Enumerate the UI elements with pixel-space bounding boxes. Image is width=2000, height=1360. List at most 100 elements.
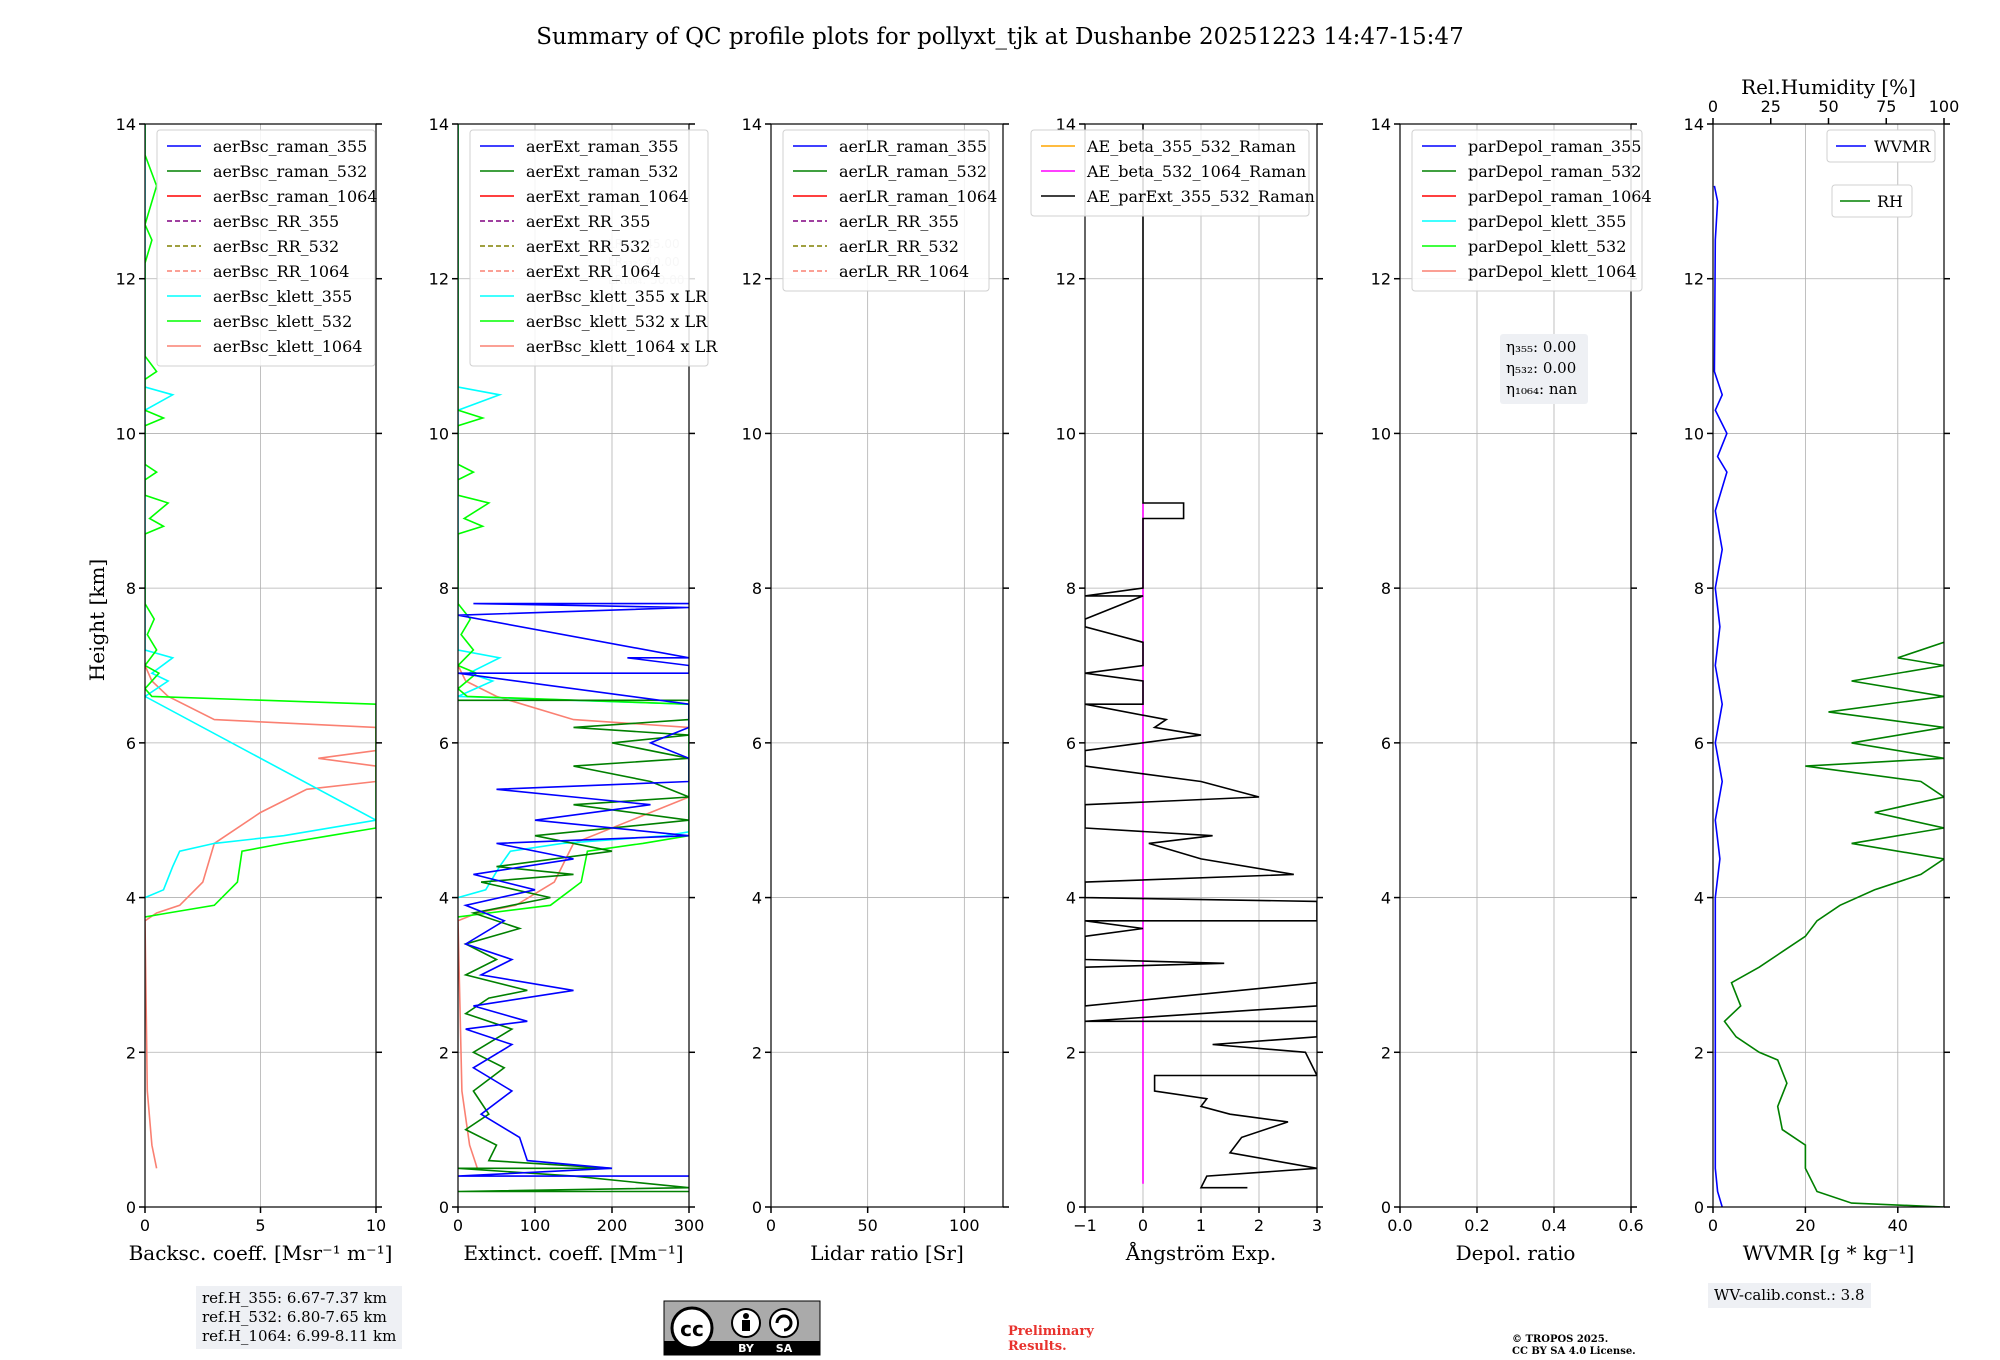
x2-tick-label: 50: [1818, 97, 1838, 116]
axes-frame: [770, 123, 1004, 1208]
y-tick-label: 4: [1066, 889, 1076, 908]
x-axis-label: WVMR [g * kg⁻¹]: [1743, 1241, 1915, 1265]
series-aerExt_raman_532: [458, 699, 689, 1193]
legend-entry: parDepol_raman_532: [1468, 162, 1641, 181]
x-tick-label: 10: [366, 1216, 386, 1235]
preliminary-line-2: Results.: [1008, 1339, 1067, 1354]
panel-3: 0 2 4 6 8 10 12 14 0 50 100 Lidar ratio [Sr] aerLR_r…: [742, 115, 1009, 1265]
series-WVMR: [1713, 185, 1728, 1207]
eta-label: η₁₀₆₄: nan: [1506, 380, 1577, 398]
x-tick-label: 2: [1254, 1216, 1264, 1235]
legend-entry: parDepol_raman_1064: [1468, 187, 1652, 206]
series-aerExt_raman_355: [458, 602, 689, 1177]
axes-frame: [457, 123, 690, 1208]
y-axis-label: Height [km]: [85, 559, 109, 681]
copyright-line-2: CC BY SA 4.0 License.: [1512, 1346, 1636, 1357]
legend-entry: aerExt_RR_532: [526, 237, 650, 256]
y-tick-label: 6: [1694, 734, 1704, 753]
x-tick-label: 50: [857, 1216, 877, 1235]
legend-entry: aerBsc_klett_1064: [213, 337, 362, 356]
legend-entry: AE_beta_355_532_Raman: [1086, 137, 1296, 156]
x-tick-label: −1: [1073, 1216, 1097, 1235]
legend-entry: aerExt_raman_355: [526, 137, 679, 156]
y-tick-label: 0: [126, 1198, 136, 1217]
y-tick-label: 4: [1381, 889, 1391, 908]
y-tick-label: 4: [752, 889, 762, 908]
legend-entry: aerBsc_klett_532 x LR: [526, 312, 708, 331]
y-tick-label: 14: [116, 115, 136, 134]
cc-badge-by: BY: [738, 1342, 755, 1355]
x2-tick-label: 0: [1708, 97, 1718, 116]
reference-height-box: ref.H_355: 6.67-7.37 km ref.H_532: 6.80-…: [196, 1286, 403, 1349]
y-tick-label: 12: [429, 270, 449, 289]
y-tick-label: 2: [439, 1043, 449, 1062]
x-tick-label: 300: [674, 1216, 705, 1235]
y-tick-label: 14: [429, 115, 449, 134]
depol-eta-box: η₃₅₅: 0.00 η₅₃₂: 0.00 η₁₀₆₄: nan: [1500, 334, 1588, 404]
legend-entry: aerExt_RR_1064: [526, 262, 661, 281]
y-tick-label: 6: [439, 734, 449, 753]
y-tick-label: 6: [1066, 734, 1076, 753]
legend: aerExt_raman_355 aerExt_raman_532 aerExt_r…: [469, 129, 718, 367]
y-tick-label: 4: [126, 889, 136, 908]
series-aerBsc_klett_532: [145, 124, 376, 918]
y-tick-label: 2: [1066, 1043, 1076, 1062]
legend-frame: [782, 129, 990, 292]
legend-entry: AE_beta_532_1064_Raman: [1086, 162, 1306, 181]
y-tick-label: 10: [1056, 424, 1076, 443]
x-axis-label: Ångström Exp.: [1125, 1240, 1276, 1265]
panel-5: 0 2 4 6 8 10 12 14 0.0 0.2 0.4 0.6 Depol. ratio parDe…: [1371, 115, 1652, 1265]
legend-entry: aerLR_RR_355: [839, 212, 959, 231]
x-tick-label: 0: [766, 1216, 776, 1235]
ref-h-532: ref.H_532: 6.80-7.65 km: [202, 1308, 387, 1326]
y-tick-label: 0: [1694, 1198, 1704, 1217]
x-tick-label: 1: [1196, 1216, 1206, 1235]
x-tick-label: 200: [597, 1216, 628, 1235]
legend: WVMR: [1826, 129, 1936, 163]
legend-entry: aerExt_RR_355: [526, 212, 650, 231]
y-tick-label: 12: [1371, 270, 1391, 289]
y-tick-label: 10: [116, 424, 136, 443]
legend-frame: [1411, 129, 1643, 292]
y-tick-label: 0: [1381, 1198, 1391, 1217]
y-tick-label: 14: [1371, 115, 1391, 134]
y-tick-label: 0: [752, 1198, 762, 1217]
ref-h-355: ref.H_355: 6.67-7.37 km: [202, 1289, 387, 1307]
legend-entry: AE_parExt_355_532_Raman: [1086, 187, 1315, 206]
legend-entry: aerBsc_raman_532: [213, 162, 367, 181]
x-tick-label: 0.6: [1618, 1216, 1643, 1235]
y-tick-label: 8: [1066, 579, 1076, 598]
preliminary-line-1: Preliminary: [1008, 1324, 1094, 1339]
x-tick-label: 100: [949, 1216, 980, 1235]
y-tick-label: 10: [429, 424, 449, 443]
y-tick-label: 2: [1381, 1043, 1391, 1062]
x-axis-label: Backsc. coeff. [Msr⁻¹ m⁻¹]: [129, 1241, 393, 1265]
cc-badge-sa: SA: [776, 1342, 793, 1355]
legend-entry: aerLR_raman_532: [839, 162, 987, 181]
legend-frame: [156, 129, 376, 367]
x2-axis-label: Rel.Humidity [%]: [1741, 75, 1916, 99]
figure-title: Summary of QC profile plots for pollyxt_…: [536, 24, 1463, 50]
cc-license-badge: cc BY SA: [663, 1300, 821, 1356]
y-tick-label: 8: [752, 579, 762, 598]
series-aerBsc_klett_1064: [145, 665, 376, 1169]
legend: RH: [1831, 184, 1913, 218]
eta-label: η₃₅₅: 0.00: [1506, 338, 1576, 356]
legend: AE_beta_355_532_Raman AE_beta_532_1064_Ra…: [1030, 129, 1315, 217]
y-tick-label: 14: [1684, 115, 1704, 134]
x-tick-label: 0.4: [1541, 1216, 1566, 1235]
legend-entry: aerBsc_RR_532: [213, 237, 339, 256]
x-tick-label: 0: [1708, 1216, 1718, 1235]
legend-entry: aerBsc_RR_355: [213, 212, 339, 231]
x2-tick-label: 75: [1876, 97, 1896, 116]
ref-h-1064: ref.H_1064: 6.99-8.11 km: [202, 1327, 397, 1345]
legend-entry: aerBsc_klett_1064 x LR: [526, 337, 718, 356]
legend-entry: parDepol_klett_1064: [1468, 262, 1637, 281]
legend-entry: aerLR_RR_532: [839, 237, 959, 256]
y-tick-label: 12: [1056, 270, 1076, 289]
legend-entry: aerBsc_raman_355: [213, 137, 367, 156]
x-tick-label: 5: [255, 1216, 265, 1235]
y-tick-label: 14: [742, 115, 762, 134]
y-tick-label: 2: [752, 1043, 762, 1062]
